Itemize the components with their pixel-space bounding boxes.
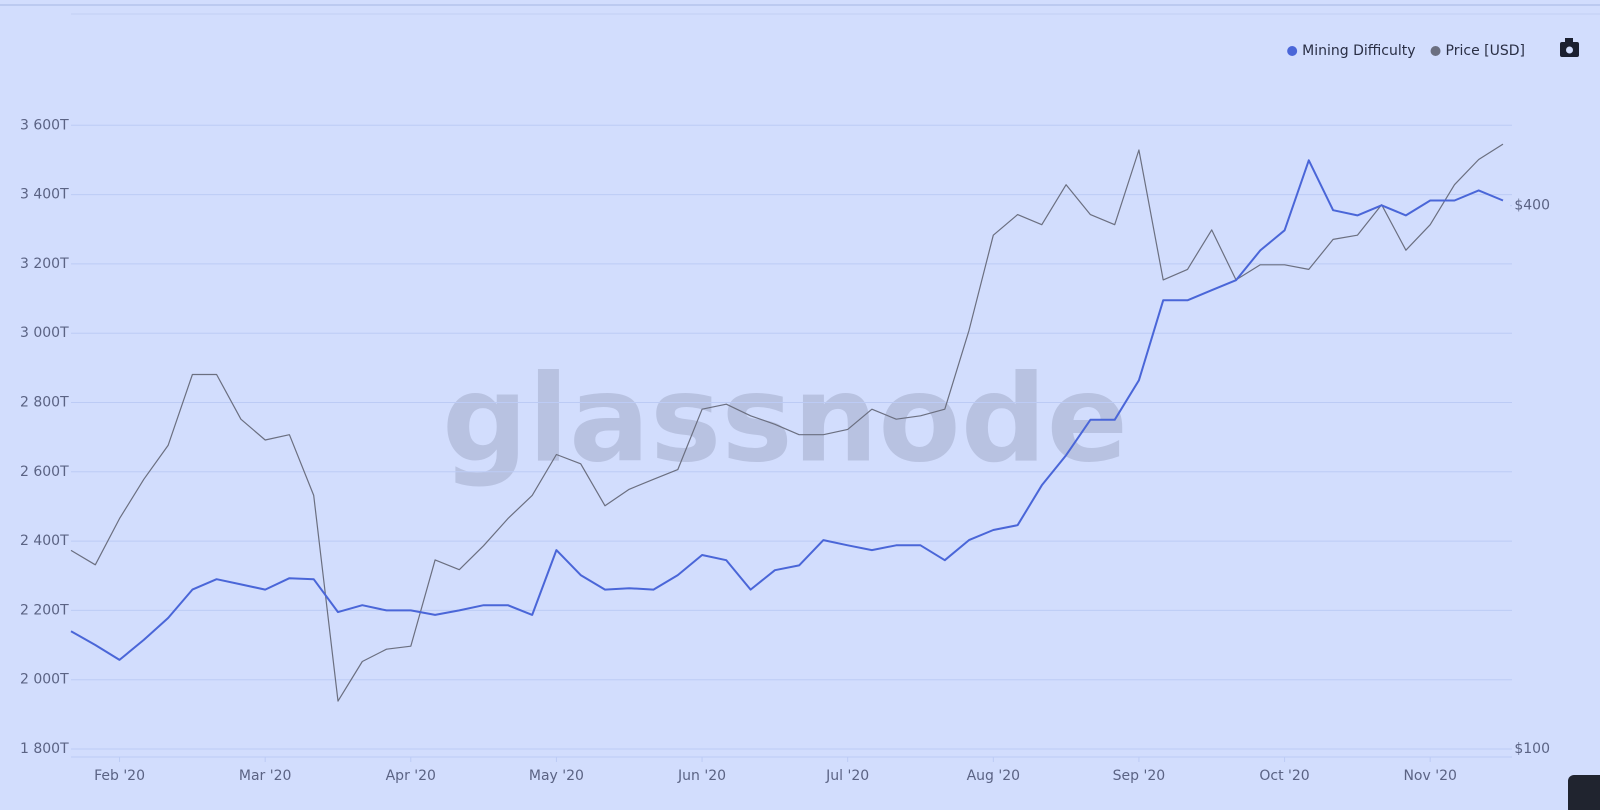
x-tick-label: May '20 xyxy=(529,768,584,784)
series-line xyxy=(70,143,1504,702)
y-tick-label: 2 600T xyxy=(20,464,69,480)
camera-icon[interactable] xyxy=(1560,38,1579,57)
legend-marker xyxy=(1287,46,1298,56)
x-tick-label: Jun '20 xyxy=(677,768,726,784)
x-tick-label: Apr '20 xyxy=(386,768,436,784)
x-tick-label: Aug '20 xyxy=(967,768,1020,784)
y-tick-label: 2 000T xyxy=(20,672,69,688)
x-tick-label: Sep '20 xyxy=(1113,768,1166,784)
camera-top xyxy=(1565,38,1573,43)
grid xyxy=(71,124,1512,750)
x-tick-label: Nov '20 xyxy=(1403,768,1456,784)
x-tick-label: Oct '20 xyxy=(1259,768,1309,784)
y-tick-label: 2 800T xyxy=(20,395,69,411)
legend-marker xyxy=(1430,46,1441,56)
corner-widget[interactable] xyxy=(1568,775,1600,810)
x-tick-label: Jul '20 xyxy=(825,768,869,784)
y-tick-label: 3 000T xyxy=(20,325,69,341)
camera-lens xyxy=(1566,46,1573,54)
x-tick-label: Mar '20 xyxy=(239,768,292,784)
y2-tick-label: $400 xyxy=(1514,198,1550,214)
y-tick-label: 2 200T xyxy=(20,602,69,618)
legend-label[interactable]: Mining Difficulty xyxy=(1302,43,1415,59)
y-tick-label: 3 600T xyxy=(20,117,69,133)
series-line xyxy=(70,159,1504,661)
y-tick-label: 3 200T xyxy=(20,256,69,272)
y-tick-label: 1 800T xyxy=(20,741,69,757)
y-tick-label: 2 400T xyxy=(20,533,69,549)
y-tick-label: 3 400T xyxy=(20,187,69,203)
legend: Price [USD] Mining Difficulty xyxy=(1287,43,1525,59)
x-tick-label: Feb '20 xyxy=(94,768,145,784)
legend-label[interactable]: Price [USD] xyxy=(1446,43,1525,59)
watermark: glassnode xyxy=(442,351,1128,490)
y2-tick-label: $100 xyxy=(1514,741,1550,757)
